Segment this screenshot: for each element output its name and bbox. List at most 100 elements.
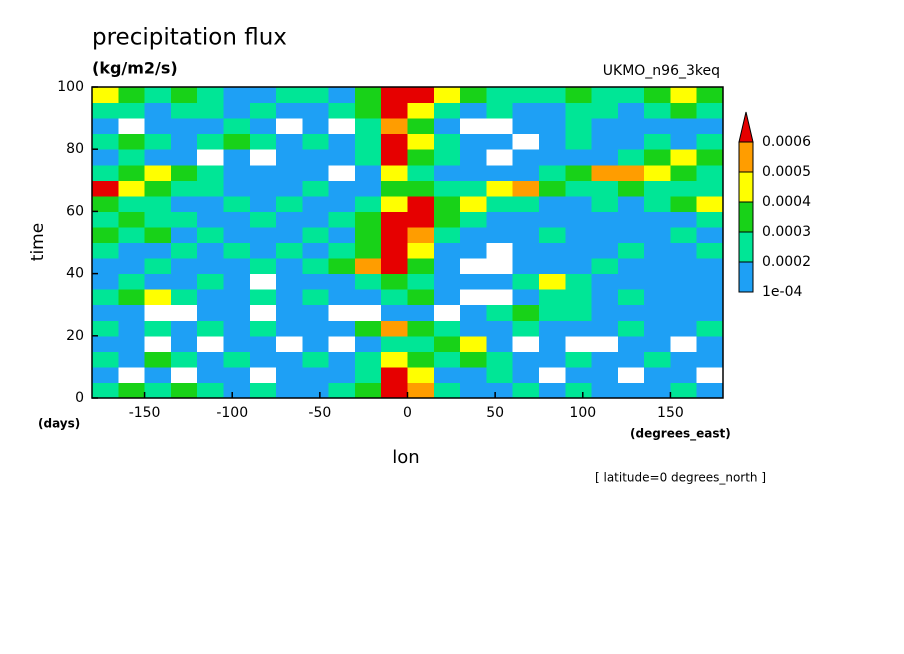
heatmap-cell (302, 289, 330, 306)
heatmap-cell (223, 226, 251, 243)
heatmap-cell (696, 273, 724, 290)
heatmap-cell (512, 149, 540, 166)
heatmap-cell (249, 351, 277, 368)
heatmap-cell (644, 304, 671, 321)
heatmap-cell (197, 289, 224, 306)
heatmap-cell (538, 149, 566, 166)
heatmap-cell (460, 304, 487, 321)
heatmap-cell (328, 320, 356, 337)
heatmap-cell (354, 118, 382, 135)
heatmap-cell (433, 273, 461, 290)
heatmap-cell (644, 351, 671, 368)
x-tick-label: -150 (129, 405, 161, 421)
heatmap-cell (92, 258, 119, 275)
heatmap-cell (591, 289, 619, 306)
heatmap-cell (617, 133, 645, 150)
heatmap-cell (591, 382, 619, 399)
heatmap-cell (302, 195, 330, 212)
heatmap-cell (617, 226, 645, 243)
heatmap-cell (591, 366, 619, 383)
heatmap-cell (197, 118, 224, 135)
heatmap-cell (591, 226, 619, 243)
heatmap-cell (328, 366, 356, 383)
heatmap-cell (644, 180, 671, 197)
heatmap-cell (538, 226, 566, 243)
heatmap-cell (170, 289, 198, 306)
heatmap-cell (670, 195, 698, 212)
heatmap-cell (170, 366, 198, 383)
heatmap-cell (118, 195, 146, 212)
heatmap-cell (328, 164, 356, 181)
heatmap-cell (170, 102, 198, 119)
heatmap-cell (118, 258, 146, 275)
colorbar-segment (738, 201, 754, 233)
heatmap-cell (223, 118, 251, 135)
heatmap-cell (92, 366, 119, 383)
heatmap-cell (249, 382, 277, 399)
heatmap-cell (328, 133, 356, 150)
heatmap-cell (354, 273, 382, 290)
heatmap-cell (118, 366, 146, 383)
heatmap-cell (381, 118, 408, 135)
heatmap-cell (223, 335, 251, 352)
heatmap-cell (328, 289, 356, 306)
heatmap-cell (460, 289, 487, 306)
heatmap-cell (170, 226, 198, 243)
heatmap-cell (565, 164, 593, 181)
heatmap-cell (696, 118, 724, 135)
heatmap-cell (591, 242, 619, 259)
heatmap-cell (354, 102, 382, 119)
heatmap-cell (591, 304, 619, 321)
heatmap-cell (328, 118, 356, 135)
heatmap-cell (670, 118, 698, 135)
heatmap-cell (538, 242, 566, 259)
heatmap-cell (92, 102, 119, 119)
heatmap-cell (617, 164, 645, 181)
heatmap-cell (276, 258, 303, 275)
heatmap-cell (512, 304, 540, 321)
heatmap-cell (565, 258, 593, 275)
heatmap-cell (512, 164, 540, 181)
x-tick-label: 150 (657, 405, 684, 421)
heatmap-cell (354, 258, 382, 275)
heatmap-cell (223, 289, 251, 306)
heatmap-cell (144, 102, 172, 119)
heatmap-cell (512, 87, 540, 104)
heatmap-cell (223, 195, 251, 212)
heatmap-cell (92, 335, 119, 352)
heatmap-cell (591, 118, 619, 135)
heatmap-cell (565, 320, 593, 337)
heatmap-cell (381, 273, 408, 290)
heatmap-cell (302, 273, 330, 290)
heatmap-cell (170, 118, 198, 135)
heatmap-cell (433, 382, 461, 399)
heatmap-cell (302, 335, 330, 352)
heatmap-cell (460, 351, 487, 368)
heatmap-cell (197, 102, 224, 119)
heatmap-cell (328, 382, 356, 399)
heatmap-cell (696, 289, 724, 306)
heatmap-cell (92, 180, 119, 197)
heatmap-cell (670, 289, 698, 306)
heatmap-cell (591, 351, 619, 368)
heatmap-cell (407, 226, 435, 243)
heatmap-cell (381, 335, 408, 352)
heatmap-cell (223, 164, 251, 181)
heatmap-cell (512, 289, 540, 306)
heatmap-cell (144, 273, 172, 290)
heatmap-cell (276, 87, 303, 104)
heatmap-cell (118, 87, 146, 104)
heatmap-cell (354, 335, 382, 352)
heatmap-cell (644, 164, 671, 181)
heatmap-cell (354, 382, 382, 399)
heatmap-cell (249, 211, 277, 228)
heatmap-cell (381, 351, 408, 368)
heatmap-cell (197, 226, 224, 243)
heatmap-cell (486, 335, 514, 352)
heatmap-cell (276, 335, 303, 352)
heatmap-cell (433, 87, 461, 104)
annotation: UKMO_n96_3keq (603, 63, 720, 79)
heatmap-cell (565, 149, 593, 166)
heatmap-cell (433, 351, 461, 368)
heatmap-cell (276, 164, 303, 181)
